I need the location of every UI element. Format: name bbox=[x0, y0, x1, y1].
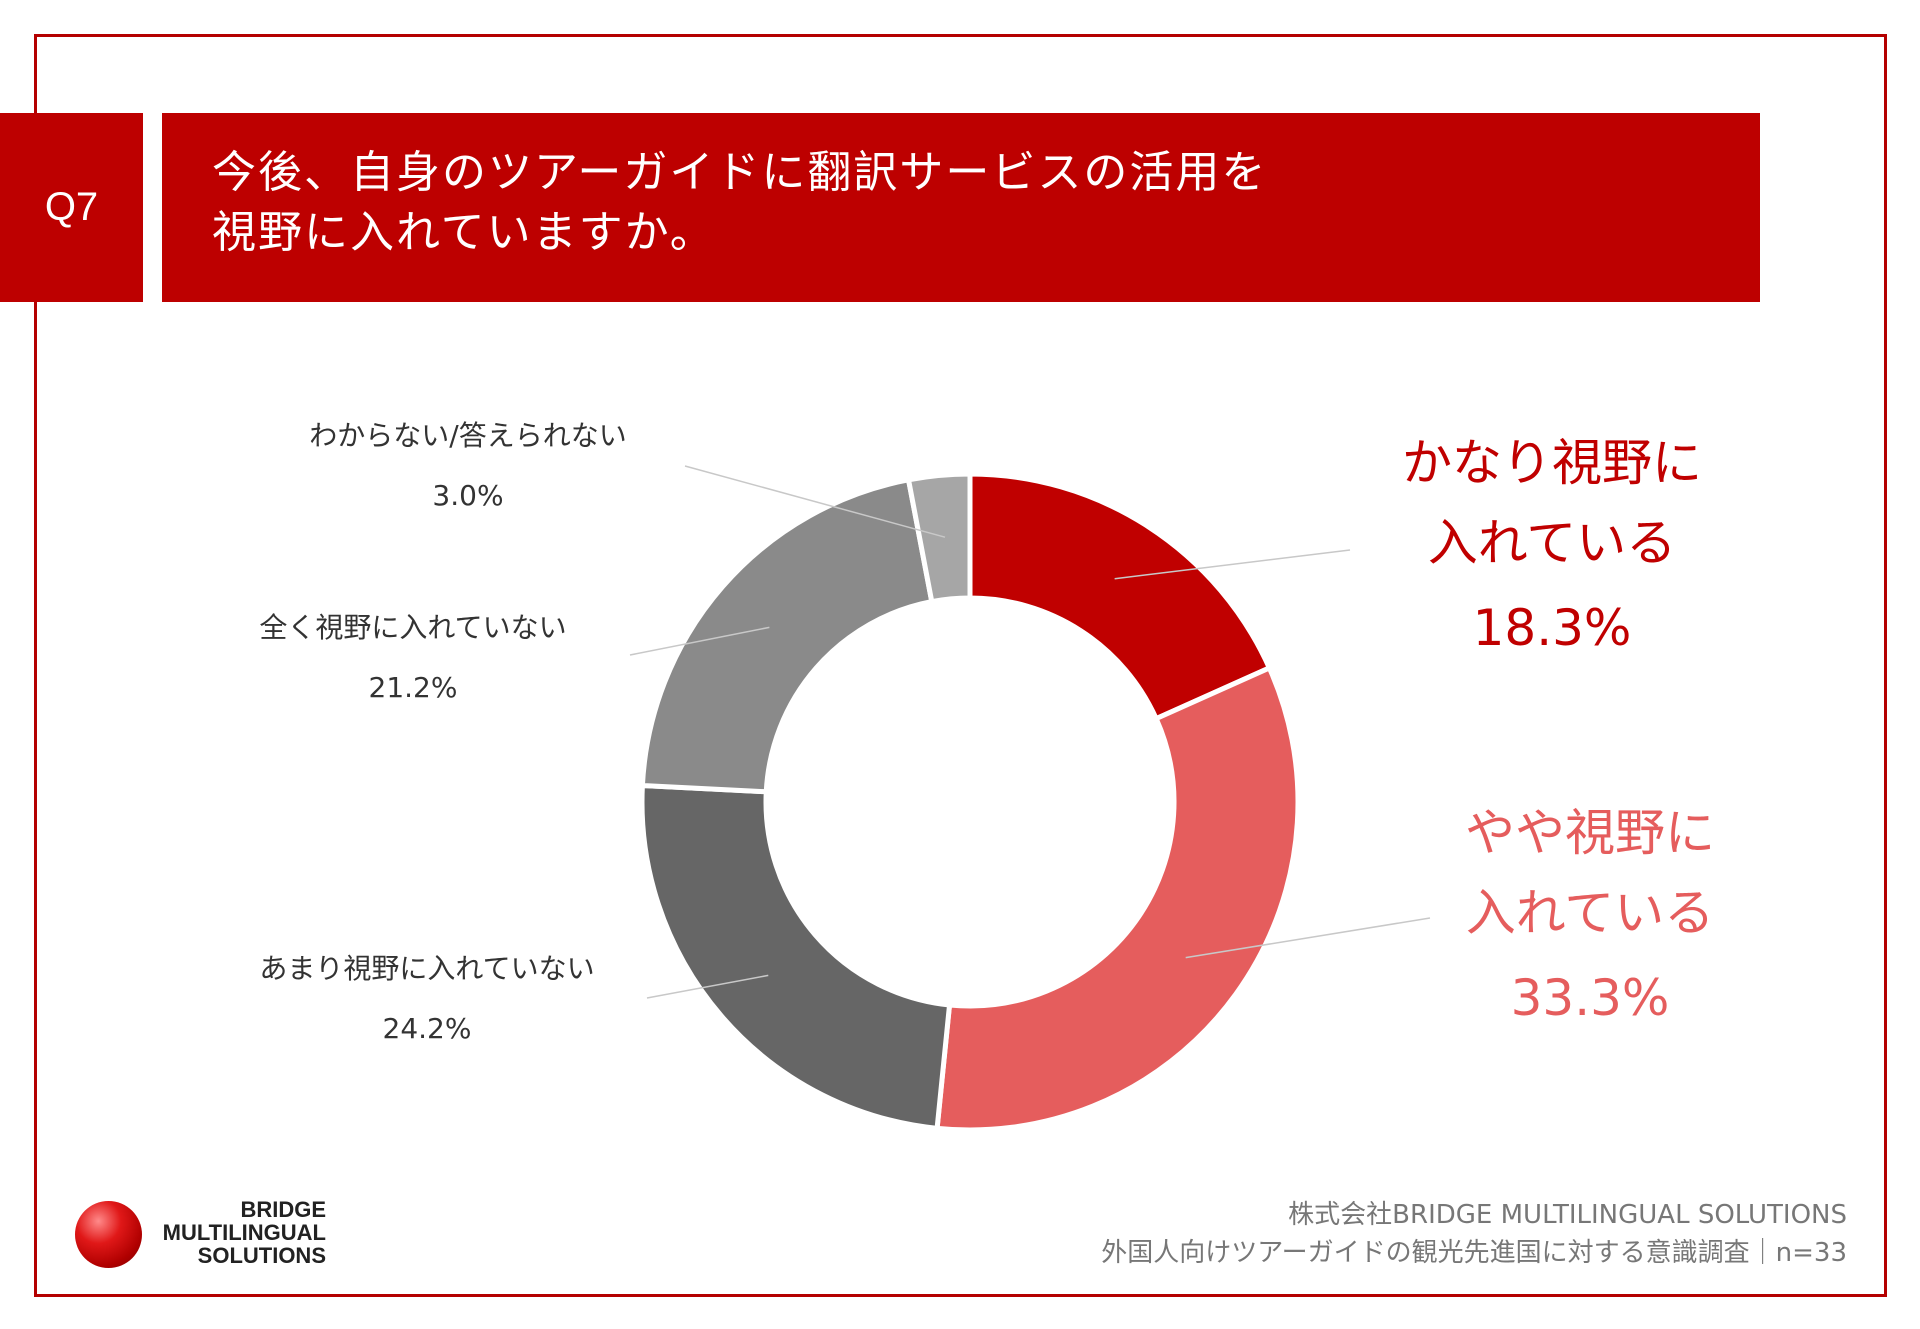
leader-lines bbox=[629, 465, 1431, 999]
slide-frame bbox=[34, 34, 1887, 1297]
footer-source: 株式会社BRIDGE MULTILINGUAL SOLUTIONS 外国人向けツ… bbox=[1101, 1196, 1847, 1272]
footer-survey: 外国人向けツアーガイドの観光先進国に対する意識調査｜n=33 bbox=[1101, 1238, 1847, 1268]
label-amari: あまり視野に入れていない 24.2% bbox=[259, 952, 594, 1045]
label-amari-line1: あまり視野に入れていない bbox=[259, 952, 594, 985]
leader-wakaranai bbox=[684, 465, 946, 538]
slice-mattaku bbox=[639, 476, 935, 795]
label-yaya: やや視野に 入れている 33.3% bbox=[1465, 804, 1715, 1027]
question-title-line2: 視野に入れていますか。 bbox=[212, 207, 716, 258]
slice-yaya bbox=[934, 664, 1301, 1133]
label-amari-pct: 24.2% bbox=[383, 1012, 472, 1045]
footer-company: 株式会社BRIDGE MULTILINGUAL SOLUTIONS bbox=[1288, 1200, 1847, 1230]
label-kanari: かなり視野に 入れている 18.3% bbox=[1402, 434, 1702, 657]
logo-line2: MULTILINGUAL bbox=[162, 1220, 326, 1245]
label-mattaku-line1: 全く視野に入れていない bbox=[259, 611, 566, 644]
leader-kanari bbox=[1114, 549, 1351, 580]
leader-mattaku bbox=[629, 626, 770, 656]
slice-kanari bbox=[967, 471, 1273, 722]
label-yaya-line1: やや視野に bbox=[1465, 804, 1715, 862]
logo-line3: SOLUTIONS bbox=[197, 1243, 326, 1268]
label-yaya-pct: 33.3% bbox=[1511, 969, 1670, 1027]
donut-slices bbox=[639, 471, 1301, 1133]
label-wakaranai: わからない/答えられない 3.0% bbox=[309, 419, 626, 512]
question-title: 今後、自身のツアーガイドに翻訳サービスの活用を 視野に入れていますか。 bbox=[162, 113, 1760, 302]
question-number: Q7 bbox=[44, 185, 99, 229]
slice-wakaranai bbox=[905, 471, 973, 605]
label-mattaku: 全く視野に入れていない 21.2% bbox=[259, 611, 566, 704]
question-number-badge: Q7 bbox=[0, 113, 143, 302]
label-kanari-line1: かなり視野に bbox=[1402, 434, 1702, 492]
label-mattaku-pct: 21.2% bbox=[369, 671, 458, 704]
logo-line1: BRIDGE bbox=[240, 1197, 326, 1222]
label-wakaranai-pct: 3.0% bbox=[432, 479, 503, 512]
question-title-line1: 今後、自身のツアーガイドに翻訳サービスの活用を bbox=[212, 147, 1268, 198]
leader-amari bbox=[646, 974, 769, 999]
leader-yaya bbox=[1185, 917, 1431, 959]
company-logo: BRIDGE MULTILINGUAL SOLUTIONS bbox=[140, 1198, 326, 1267]
label-kanari-line2: 入れている bbox=[1428, 514, 1677, 572]
label-yaya-line2: 入れている bbox=[1466, 884, 1715, 942]
slice-amari bbox=[639, 782, 953, 1132]
logo-ball-icon bbox=[75, 1201, 142, 1268]
label-kanari-pct: 18.3% bbox=[1473, 599, 1632, 657]
label-wakaranai-line1: わからない/答えられない bbox=[309, 419, 626, 452]
